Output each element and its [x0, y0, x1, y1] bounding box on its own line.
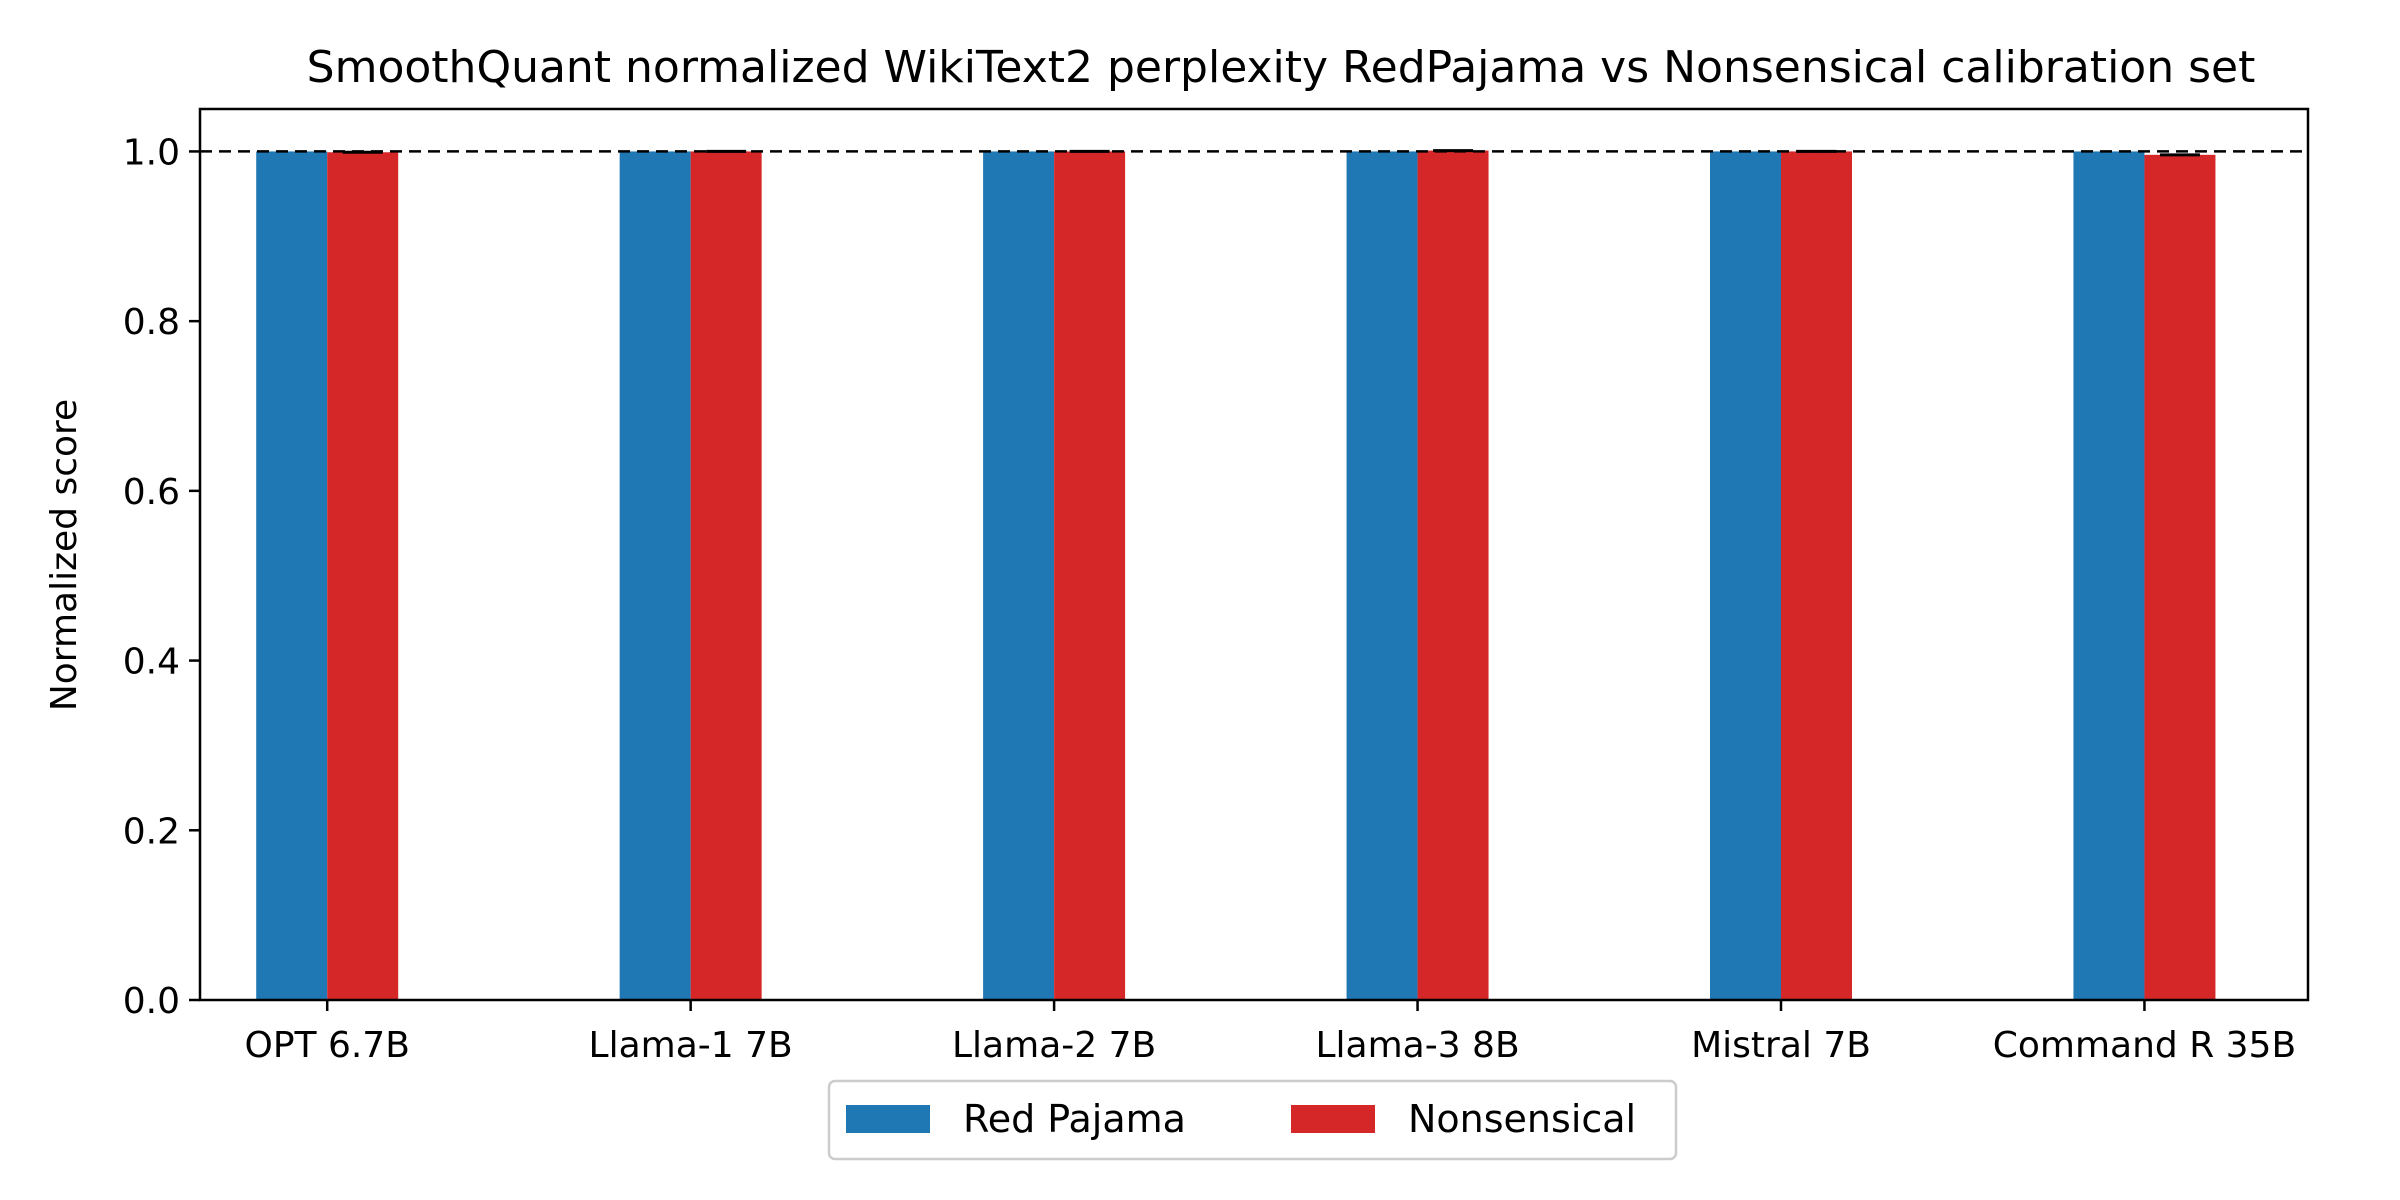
y-tick-label: 0.2: [123, 811, 180, 852]
bar-nonsensical-2: [1054, 151, 1126, 1000]
x-tick-label: Llama-3 8B: [1315, 1025, 1519, 1066]
legend-label: Nonsensical: [1408, 1097, 1636, 1141]
x-tick-label: Llama-2 7B: [952, 1025, 1156, 1066]
legend-label: Red Pajama: [963, 1097, 1186, 1141]
y-tick-label: 0.8: [123, 302, 180, 343]
y-tick-label: 0.0: [123, 981, 180, 1022]
bar-red-pajama-5: [2073, 151, 2145, 1000]
chart-title: SmoothQuant normalized WikiText2 perplex…: [307, 42, 2256, 93]
legend: Red Pajama Nonsensical: [827, 1079, 1678, 1161]
bar-red-pajama-4: [1710, 151, 1781, 1000]
y-tick-label: 1.0: [123, 132, 180, 173]
bar-red-pajama-1: [619, 151, 691, 1000]
bar-nonsensical-1: [690, 151, 762, 1000]
plot-area: 0.0 0.2 0.4 0.6 0.8 1.0 OPT 6.7B Llama-1 7B Llam…: [123, 107, 2310, 1066]
y-tick-label: 0.4: [123, 642, 180, 683]
bar-red-pajama-2: [983, 151, 1055, 1000]
axes-frame: [198, 107, 2310, 1002]
legend-swatch: [846, 1105, 930, 1133]
x-tick-label: Command R 35B: [1993, 1025, 2296, 1066]
bar-nonsensical-3: [1417, 150, 1489, 1000]
bar-nonsensical-0: [327, 152, 399, 1000]
y-tick-label: 0.6: [123, 472, 180, 513]
bar-nonsensical-4: [1781, 151, 1852, 1000]
x-tick-label: Mistral 7B: [1691, 1025, 1871, 1066]
y-axis-label: Normalized score: [44, 399, 85, 711]
x-tick-label: Llama-1 7B: [589, 1025, 793, 1066]
bar-red-pajama-3: [1346, 151, 1418, 1000]
bar-nonsensical-5: [2144, 154, 2216, 1000]
legend-box: [827, 1079, 1678, 1161]
x-tick-label: OPT 6.7B: [244, 1025, 409, 1066]
legend-swatch: [1291, 1105, 1375, 1133]
bar-red-pajama-0: [256, 151, 328, 1000]
